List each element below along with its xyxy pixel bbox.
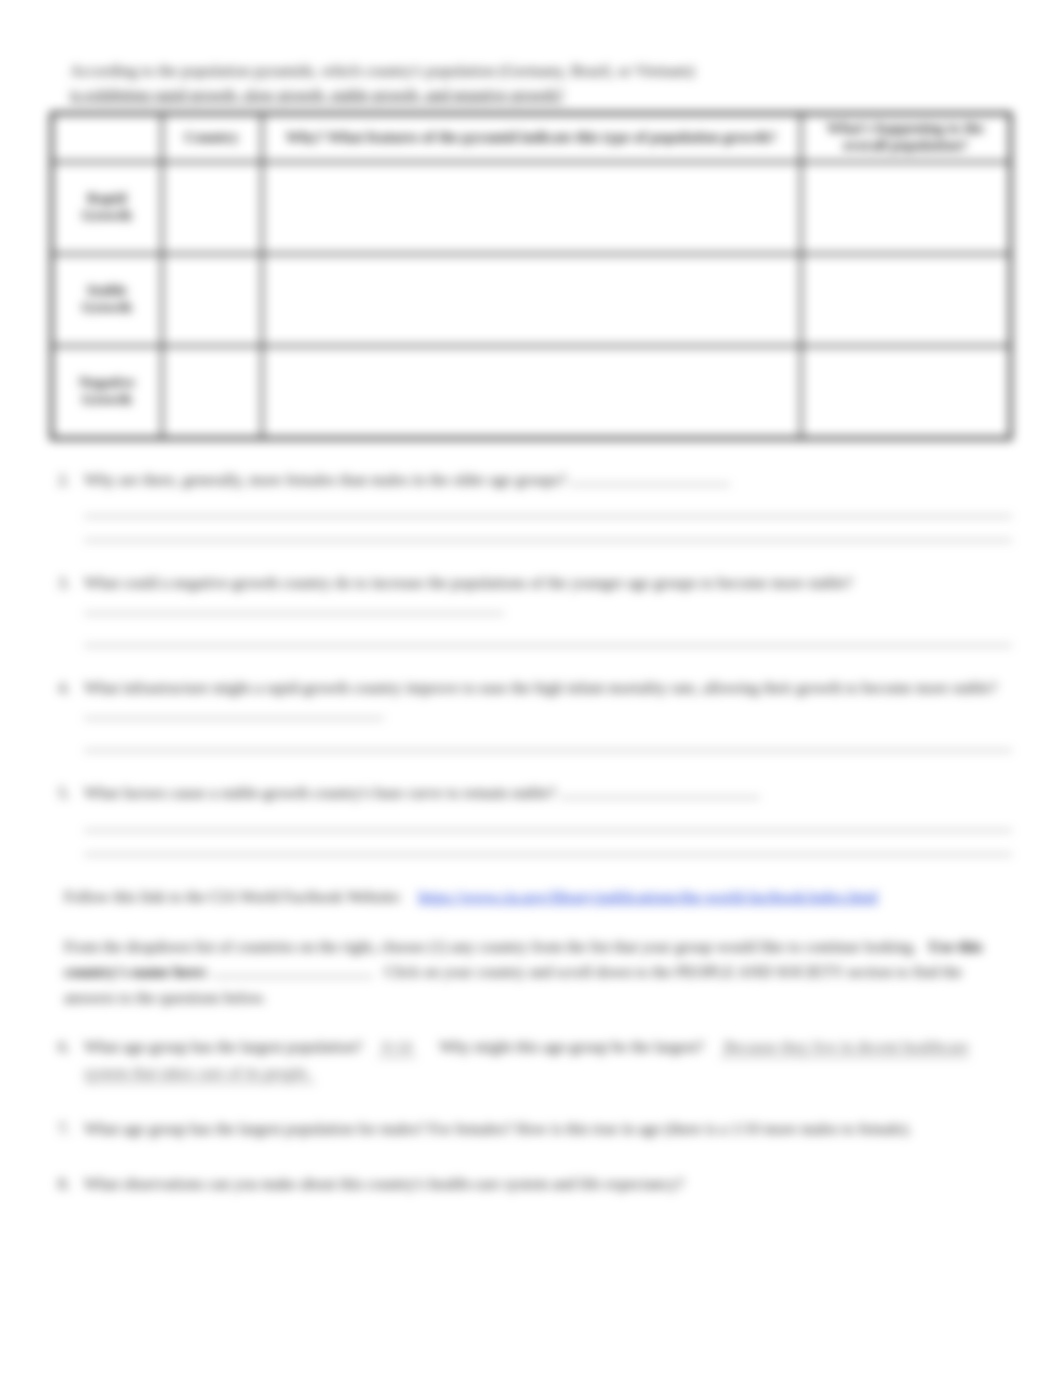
question-text: What factors cause a stable-growth count… (84, 785, 556, 802)
factbook-link[interactable]: https://www.cia.gov/library/publications… (418, 889, 878, 906)
question-list-2: What age-group has the largest populatio… (50, 1035, 1012, 1197)
cell-future[interactable] (801, 346, 1011, 438)
intro-text: According to the population pyramids, wh… (50, 60, 1012, 108)
th-future: What's happening to the overall populati… (801, 114, 1011, 163)
choose-text-a: From the dropdown list of countries on t… (64, 939, 917, 956)
cell-country[interactable] (162, 346, 262, 438)
question-item: What age-group has the largest populatio… (64, 1035, 1012, 1086)
row-label: Rapid Growth (52, 162, 162, 254)
question-item: What factors cause a stable-growth count… (64, 781, 1012, 855)
answer-blank[interactable] (560, 782, 760, 798)
question-item: What age group has the largest populatio… (64, 1117, 1012, 1143)
question-item: What infrastructure might a rapid-growth… (64, 676, 1012, 751)
growth-table: Country Why? What features of the pyrami… (50, 112, 1012, 440)
cell-country[interactable] (162, 254, 262, 346)
table-row: Stable Growth (52, 254, 1011, 346)
question-text: Why are there, generally, more females t… (84, 472, 566, 489)
row-label: Stable Growth (52, 254, 162, 346)
answer-blank[interactable] (84, 598, 504, 614)
site-instruction: Follow this link to the CIA World Factbo… (64, 885, 1012, 911)
question-item: Why are there, generally, more females t… (64, 468, 1012, 542)
cell-future[interactable] (801, 254, 1011, 346)
question-item: What could a negative-growth country do … (64, 571, 1012, 646)
row-label: Negative Growth (52, 346, 162, 438)
cell-why[interactable] (262, 162, 801, 254)
th-why: Why? What features of the pyramid indica… (262, 114, 801, 163)
q6-text-2: Why might this age-group be the largest? (439, 1039, 704, 1056)
question-text: What infrastructure might a rapid-growth… (84, 680, 997, 697)
cell-future[interactable] (801, 162, 1011, 254)
cell-country[interactable] (162, 162, 262, 254)
answer-line[interactable] (84, 813, 1012, 831)
table-row: Rapid Growth (52, 162, 1011, 254)
question-text: What could a negative-growth country do … (84, 575, 853, 592)
site-prefix: Follow this link to the CIA World Factbo… (64, 889, 402, 906)
choose-instruction: From the dropdown list of countries on t… (64, 935, 1012, 1012)
question-item: What observations can you make about thi… (64, 1172, 1012, 1198)
answer-line[interactable] (84, 499, 1012, 517)
table-header-row: Country Why? What features of the pyrami… (52, 114, 1011, 163)
answer-line[interactable] (84, 523, 1012, 541)
intro-line-2: is exhibiting rapid growth, slow growth,… (70, 87, 564, 104)
answer-line[interactable] (84, 628, 1012, 646)
answer-blank[interactable] (84, 703, 384, 719)
table-row: Negative Growth (52, 346, 1011, 438)
th-country: Country (162, 114, 262, 163)
answer-line[interactable] (84, 837, 1012, 855)
country-name-blank[interactable] (213, 961, 373, 977)
question-list-1: Why are there, generally, more females t… (50, 468, 1012, 856)
q6-text: What age-group has the largest populatio… (84, 1039, 362, 1056)
answer-line[interactable] (84, 733, 1012, 751)
cell-why[interactable] (262, 254, 801, 346)
cell-why[interactable] (262, 346, 801, 438)
q6-answer-1: 0-14 (378, 1039, 415, 1057)
answer-blank[interactable] (570, 469, 730, 485)
th-blank (52, 114, 162, 163)
intro-line-1: According to the population pyramids, wh… (70, 63, 694, 80)
q8-text: What observations can you make about thi… (84, 1176, 684, 1193)
q7-text: What age group has the largest populatio… (84, 1121, 911, 1138)
